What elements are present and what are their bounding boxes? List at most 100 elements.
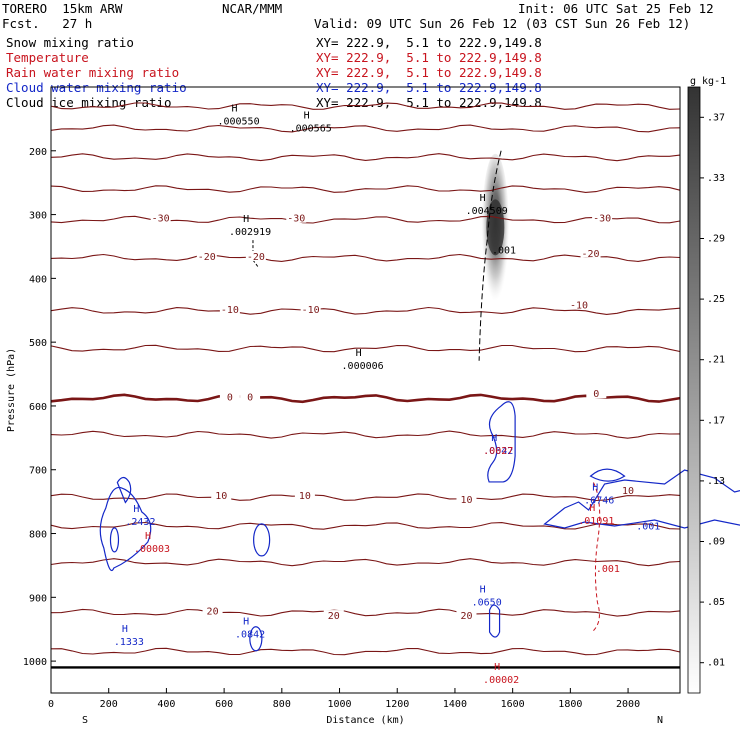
temperature-label: 0 (247, 392, 253, 403)
left-end-label: S (82, 715, 88, 726)
temperature-label: -30 (152, 214, 170, 225)
snow-contour (478, 150, 502, 361)
y-tick-label: 500 (29, 338, 47, 349)
isotherm-2 (50, 153, 681, 162)
temp-label-bg (456, 493, 477, 504)
legend-name-temperature: Temperature (6, 50, 89, 65)
temperature-label: 10 (622, 486, 634, 497)
max-value: .00003 (134, 544, 170, 555)
isotherm-1 (50, 124, 681, 133)
max-marker-h: H (480, 193, 486, 204)
max-value: .0650 (472, 597, 502, 608)
cloud-water-contour-north-top (589, 468, 626, 482)
max-marker-h: H (589, 503, 595, 514)
x-tick-label: 1800 (558, 699, 582, 710)
max-value: .1333 (114, 637, 144, 648)
model-title: TORERO 15km ARW (2, 1, 123, 16)
y-tick-label: 700 (29, 466, 47, 477)
x-tick-label: 2000 (616, 699, 640, 710)
cloud-water-contour-1550 (487, 401, 516, 483)
max-marker-h: H (133, 504, 139, 515)
max-marker-h: H (356, 348, 362, 359)
legend-xy-temperature: XY= 222.9, 5.1 to 222.9,149.8 (316, 50, 542, 65)
plot-frame (50, 86, 681, 694)
colorbar-tick-label: .25 (707, 294, 725, 305)
max-marker-h: H (122, 624, 128, 635)
y-tick-label: 900 (29, 593, 47, 604)
isotherm-7 (50, 344, 681, 353)
max-value: .0842 (235, 629, 265, 640)
max-value: .00002 (483, 675, 519, 686)
x-tick-label: 1600 (501, 699, 525, 710)
temperature-label: -20 (582, 249, 600, 260)
max-value: .01091 (578, 516, 614, 527)
temperature-label: -30 (593, 214, 611, 225)
max-marker-h: H (304, 110, 310, 121)
x-axis-label: Distance (km) (326, 715, 404, 726)
x-tick-label: 1400 (443, 699, 467, 710)
x-tick-label: 1200 (385, 699, 409, 710)
colorbar-tick-label: .37 (707, 112, 725, 123)
contour-label: .001 (596, 564, 620, 575)
max-value: .2432 (125, 517, 155, 528)
isotherm-5 (50, 253, 681, 262)
temp-label-bg (294, 490, 315, 501)
init-time: Init: 06 UTC Sat 25 Feb 12 (518, 1, 714, 16)
valid-time: Valid: 09 UTC Sun 26 Feb 12 (03 CST Sun … (314, 16, 691, 31)
temp-label-bg (219, 391, 240, 402)
axes: 0 200 400 600 800 1000 1200 1400 1600 1800 2000200… (6, 86, 681, 726)
isotherm-3 (50, 185, 681, 193)
max-marker-h: H (243, 214, 249, 225)
temp-label-bg (196, 250, 217, 261)
temp-label-bg (150, 212, 171, 223)
temp-label-bg (456, 610, 477, 621)
temperature-label: 10 (215, 491, 227, 502)
max-value: .000550 (217, 116, 259, 127)
cloud-water-contour-1520 (488, 604, 501, 638)
max-marker-h: H (480, 584, 486, 595)
temp-label-bg (618, 485, 639, 496)
isotherm-11 (50, 521, 681, 530)
temperature-label: 0 (593, 389, 599, 400)
temp-label-bg (202, 605, 223, 616)
contour-label: .001 (636, 522, 660, 533)
cloud-water-contour-west (99, 486, 152, 572)
y-axis-label: Pressure (hPa) (6, 348, 17, 432)
temp-label-bg (245, 250, 266, 261)
temp-label-bg (592, 212, 613, 223)
y-tick-label: 400 (29, 274, 47, 285)
colorbar-tick-label: .17 (707, 415, 725, 426)
max-value: .004509 (466, 206, 508, 217)
max-value: .002919 (229, 227, 271, 238)
legend-name-rain: Rain water mixing ratio (6, 65, 180, 80)
isotherm-10 (50, 493, 681, 502)
max-value: .0027 (483, 446, 513, 457)
cloud-water-contour-mid (253, 523, 271, 557)
isotherm-13 (50, 608, 681, 617)
temperature-label: -20 (198, 252, 216, 263)
temperature-label: 10 (460, 495, 472, 506)
temperature-label: 20 (207, 607, 219, 618)
temperature-label: -30 (287, 214, 305, 225)
legend-name-snow: Snow mixing ratio (6, 35, 134, 50)
temperature-label: -10 (570, 300, 588, 311)
cloud-water-contour-west-top (116, 476, 132, 504)
max-marker-h: H (592, 482, 598, 493)
rain-contour-north (591, 482, 601, 633)
isotherm-9 (50, 430, 681, 439)
snow-core (486, 199, 505, 256)
y-tick-label: 300 (29, 211, 47, 222)
isotherm-8 (50, 393, 681, 404)
x-tick-label: 400 (157, 699, 175, 710)
colorbar: .01 .05 .09 .13 .17 .21 .25 .29 .33 .37 g kg-1 (687, 76, 726, 694)
max-marker-h: H (243, 616, 249, 627)
right-end-label: N (657, 715, 663, 726)
colorbar-tick-label: .33 (707, 173, 725, 184)
isotherm-0 (50, 102, 681, 110)
max-value: .6746 (584, 495, 614, 506)
plot-area: -30 -30 -30 -20 -20 -20 -10 -10 -10 0 0 0 10 10 10 10 20… (50, 102, 740, 686)
colorbar-tick-label: .05 (707, 597, 725, 608)
x-tick-label: 800 (273, 699, 291, 710)
temp-label-bg (300, 303, 321, 314)
